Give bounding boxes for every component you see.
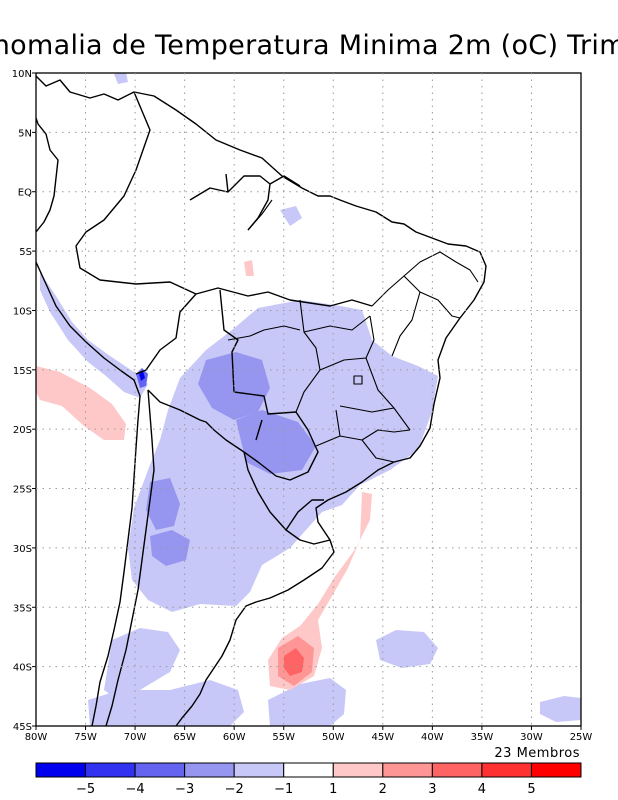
anomaly-area-ocean-southeast	[540, 696, 581, 722]
lat-tick-label: 5N	[18, 128, 32, 139]
colorbar-swatch	[481, 762, 532, 778]
lon-tick-label: 55W	[272, 732, 295, 743]
state-borders	[227, 199, 479, 463]
lat-tick-label: 35S	[13, 603, 32, 614]
lon-tick-label: 45W	[372, 732, 395, 743]
lon-tick-label: 70W	[124, 732, 147, 743]
colorbar-swatch	[233, 762, 285, 778]
colorbar	[35, 762, 582, 778]
colorbar-tick-label: −4	[126, 782, 145, 797]
lat-tick-label: 10S	[13, 306, 32, 317]
colorbar-swatch	[35, 762, 87, 778]
lon-tick-label: 80W	[25, 732, 48, 743]
colorbar-swatch	[283, 762, 334, 778]
continent-outline	[36, 75, 487, 726]
anomaly-area-amazon-warm	[244, 260, 254, 276]
anomaly-area-titicaca-core	[139, 371, 145, 381]
longitude-tick-labels: 80W 75W 70W 65W 60W 55W 50W 45W 40W 35W 30W 25W	[25, 726, 593, 743]
map-title: Anomalia de Temperatura Minima 2m (oC) T…	[0, 30, 618, 61]
colorbar-swatch	[382, 762, 433, 778]
colorbar-tick-label: 2	[379, 782, 387, 797]
colorbar-swatch	[85, 762, 136, 778]
anomaly-area-atlantic-warm-max	[284, 648, 304, 676]
colorbar-swatch	[431, 762, 483, 778]
map-frame	[35, 72, 582, 727]
colorbar-tick-label: 5	[527, 782, 535, 797]
lon-tick-label: 40W	[421, 732, 444, 743]
anomaly-area-chaco	[146, 478, 180, 530]
lat-tick-label: 25S	[13, 485, 32, 496]
lat-tick-label: EQ	[18, 188, 32, 199]
lon-tick-label: 30W	[520, 732, 543, 743]
latitude-tick-labels: 10N 5N EQ 5S 10S 15S 20S 25S 30S 35S 40S 45S	[12, 69, 36, 733]
members-label: 23 Membros	[494, 746, 580, 761]
anomaly-area-pacific-warm	[36, 366, 126, 440]
colorbar-tick-label: 3	[428, 782, 436, 797]
lat-tick-label: 15S	[13, 366, 32, 377]
country-borders	[75, 91, 373, 726]
lat-tick-label: 30S	[13, 544, 32, 555]
lon-tick-label: 75W	[74, 732, 97, 743]
anomaly-area-south-atlantic	[268, 678, 346, 726]
anomaly-area-southwest	[88, 680, 244, 726]
lat-tick-label: 45S	[13, 722, 32, 733]
lat-tick-label: 40S	[13, 663, 32, 674]
anomaly-area-north	[114, 73, 128, 84]
map-grid	[36, 73, 581, 726]
lat-tick-label: 5S	[19, 247, 32, 258]
colorbar-tick-label: 4	[478, 782, 486, 797]
colorbar-swatch	[184, 762, 235, 778]
colorbar-swatch	[530, 762, 582, 778]
anomaly-area-amazon	[280, 206, 302, 226]
lat-tick-label: 20S	[13, 425, 32, 436]
lat-tick-label: 10N	[12, 69, 32, 80]
lon-tick-label: 35W	[471, 732, 494, 743]
colorbar-tick-label: −2	[225, 782, 244, 797]
lon-tick-label: 65W	[173, 732, 196, 743]
lon-tick-label: 50W	[322, 732, 345, 743]
colorbar-swatch	[332, 762, 384, 778]
lon-tick-label: 60W	[223, 732, 246, 743]
colorbar-tick-label: −1	[274, 782, 293, 797]
anomaly-area-paraguay	[236, 410, 316, 474]
lon-tick-label: 25W	[570, 732, 593, 743]
colorbar-tick-label: 1	[329, 782, 337, 797]
colorbar-tick-label: −3	[175, 782, 194, 797]
anomaly-area-andes	[40, 272, 148, 398]
anomaly-area-patagonia	[104, 628, 180, 700]
colorbar-swatch	[134, 762, 186, 778]
colorbar-tick-labels: −5 −4 −3 −2 −1 1 2 3 4 5	[76, 782, 536, 797]
anomaly-area-ocean-east	[376, 630, 438, 668]
anomaly-shading	[36, 73, 581, 726]
colorbar-tick-label: −5	[76, 782, 95, 797]
anomaly-area-pampa	[150, 530, 190, 566]
